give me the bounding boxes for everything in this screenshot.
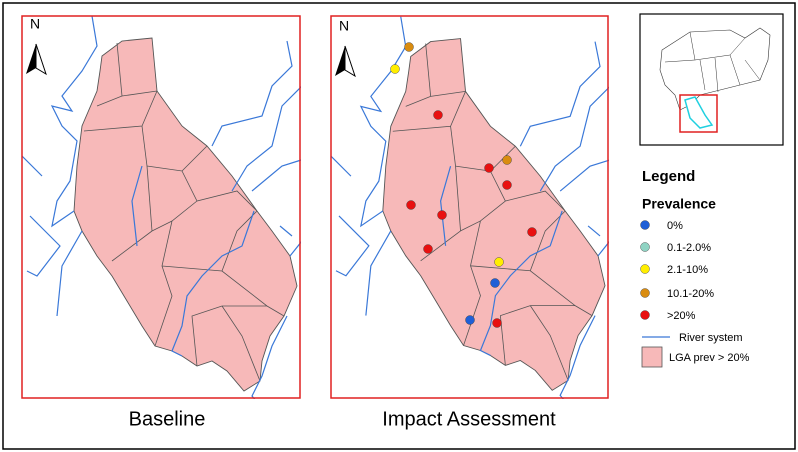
impact-panel: N Impact Assessment	[330, 15, 609, 430]
legend-item-label: >20%	[667, 310, 696, 322]
panel-label: Baseline	[129, 408, 206, 430]
survey-site	[494, 257, 504, 267]
north-label: N	[339, 18, 349, 34]
lga-label: LGA prev > 20%	[669, 352, 750, 364]
legend: Legend Prevalence River system LGA prev …	[640, 168, 750, 368]
river-label: River system	[679, 332, 743, 344]
legend-item-label: 0.1-2.0%	[667, 242, 711, 254]
legend-item-label: 10.1-20%	[667, 288, 714, 300]
survey-site	[433, 110, 443, 120]
survey-site	[484, 163, 494, 173]
legend-dot	[640, 288, 650, 298]
survey-site	[390, 64, 400, 74]
survey-site	[490, 278, 500, 288]
panel-label: Impact Assessment	[382, 408, 556, 430]
survey-site	[502, 180, 512, 190]
survey-site	[406, 200, 416, 210]
legend-title: Legend	[642, 168, 695, 185]
survey-site	[492, 318, 502, 328]
survey-site	[465, 315, 475, 325]
inset-map	[639, 13, 784, 146]
legend-item-label: 0%	[667, 220, 683, 232]
survey-site	[423, 244, 433, 254]
survey-site	[502, 155, 512, 165]
baseline-panel: N Baseline	[21, 15, 301, 430]
survey-site	[404, 42, 414, 52]
legend-item-label: 2.1-10%	[667, 264, 708, 276]
survey-site	[527, 227, 537, 237]
legend-dot	[640, 220, 650, 230]
legend-dot	[640, 310, 650, 320]
lga-symbol	[641, 346, 663, 368]
legend-dot	[640, 264, 650, 274]
legend-subtitle: Prevalence	[642, 196, 716, 212]
north-label: N	[30, 16, 40, 32]
survey-site	[437, 210, 447, 220]
legend-dot	[640, 242, 650, 252]
